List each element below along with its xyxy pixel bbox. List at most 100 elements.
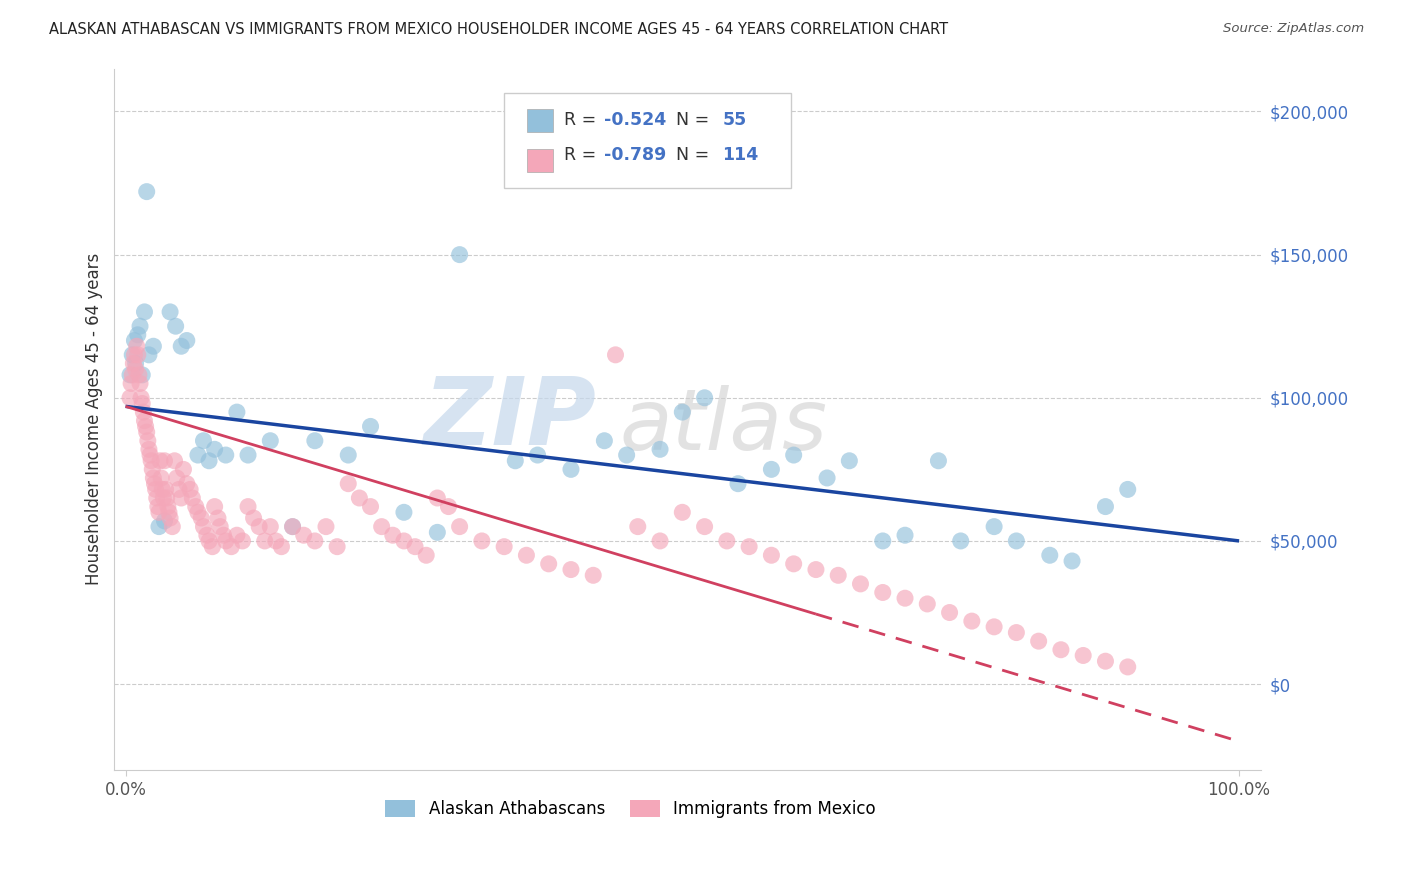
Point <box>872 533 894 548</box>
Point <box>392 505 415 519</box>
Point <box>415 548 437 562</box>
Point <box>135 185 157 199</box>
Point <box>671 505 693 519</box>
Point <box>145 491 167 505</box>
Point <box>927 454 949 468</box>
Point <box>236 448 259 462</box>
Point <box>693 519 716 533</box>
FancyBboxPatch shape <box>527 149 553 171</box>
Point <box>179 483 201 497</box>
Point <box>337 448 360 462</box>
Point <box>138 348 160 362</box>
Point <box>264 533 287 548</box>
Point <box>120 376 142 391</box>
Point <box>148 505 170 519</box>
Point <box>761 548 783 562</box>
Point <box>225 528 247 542</box>
FancyBboxPatch shape <box>505 93 792 188</box>
Point <box>838 454 860 468</box>
Point <box>136 434 159 448</box>
Point <box>193 519 215 533</box>
Point <box>145 483 167 497</box>
Point <box>187 505 209 519</box>
Point <box>163 454 186 468</box>
Point <box>242 511 264 525</box>
Point <box>872 585 894 599</box>
Point <box>124 356 146 370</box>
Point <box>616 448 638 462</box>
Point <box>960 614 983 628</box>
Point <box>127 348 149 362</box>
Point <box>121 348 143 362</box>
Point <box>198 533 221 548</box>
Point <box>253 533 276 548</box>
Point <box>526 448 548 462</box>
Point <box>1039 548 1062 562</box>
Point <box>184 500 207 514</box>
Point <box>292 528 315 542</box>
Point <box>761 462 783 476</box>
Point <box>170 339 193 353</box>
Legend: Alaskan Athabascans, Immigrants from Mexico: Alaskan Athabascans, Immigrants from Mex… <box>378 793 883 825</box>
Point <box>215 533 238 548</box>
Point <box>129 319 152 334</box>
Point <box>392 533 415 548</box>
Point <box>204 500 226 514</box>
Point <box>176 334 198 348</box>
Point <box>671 405 693 419</box>
Point <box>1071 648 1094 663</box>
Point <box>121 368 143 382</box>
Point <box>716 533 738 548</box>
Point <box>582 568 605 582</box>
Point <box>181 491 204 505</box>
Text: atlas: atlas <box>619 384 827 467</box>
Point <box>537 557 560 571</box>
Point <box>166 471 188 485</box>
Point <box>281 519 304 533</box>
Point <box>128 368 150 382</box>
Point <box>1116 483 1139 497</box>
Point <box>360 500 382 514</box>
Point <box>195 528 218 542</box>
Point <box>157 505 180 519</box>
Point <box>162 519 184 533</box>
Point <box>215 448 238 462</box>
Text: ALASKAN ATHABASCAN VS IMMIGRANTS FROM MEXICO HOUSEHOLDER INCOME AGES 45 - 64 YEA: ALASKAN ATHABASCAN VS IMMIGRANTS FROM ME… <box>49 22 948 37</box>
Point <box>1028 634 1050 648</box>
Point <box>304 434 326 448</box>
Point <box>560 563 582 577</box>
Point <box>503 454 526 468</box>
Point <box>593 434 616 448</box>
Text: ZIP: ZIP <box>423 373 596 466</box>
Point <box>225 405 247 419</box>
Point <box>281 519 304 533</box>
Point <box>190 511 212 525</box>
Point <box>259 519 281 533</box>
Point <box>170 491 193 505</box>
Point <box>370 519 392 533</box>
Point <box>124 348 146 362</box>
Y-axis label: Householder Income Ages 45 - 64 years: Householder Income Ages 45 - 64 years <box>86 253 103 585</box>
Point <box>1094 654 1116 668</box>
Text: R =: R = <box>564 145 602 164</box>
Point <box>204 442 226 457</box>
Point <box>804 563 827 577</box>
Point <box>207 511 229 525</box>
Point <box>167 483 190 497</box>
Text: N =: N = <box>665 112 714 129</box>
Point <box>938 606 960 620</box>
Point <box>172 462 194 476</box>
Point <box>132 405 155 419</box>
Point <box>404 540 426 554</box>
Point <box>198 454 221 468</box>
Point <box>815 471 838 485</box>
Text: -0.524: -0.524 <box>605 112 666 129</box>
Point <box>983 620 1005 634</box>
Point <box>326 540 349 554</box>
Point <box>138 442 160 457</box>
Point <box>187 448 209 462</box>
Point <box>515 548 537 562</box>
Point <box>360 419 382 434</box>
Point <box>437 500 460 514</box>
Point <box>337 476 360 491</box>
